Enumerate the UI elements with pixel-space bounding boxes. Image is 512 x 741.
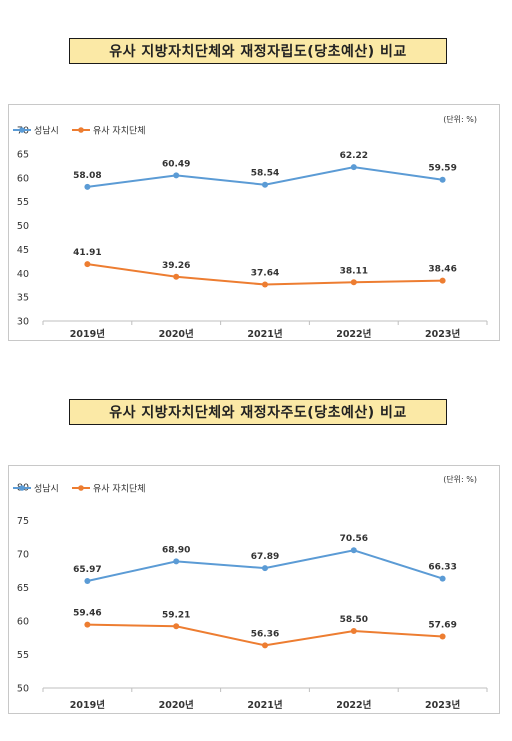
data-point (84, 578, 91, 585)
data-point (262, 181, 268, 188)
data-point (84, 183, 91, 190)
y-tick-label: 50 (17, 684, 29, 695)
data-point (262, 565, 268, 572)
y-tick-label: 45 (17, 245, 29, 256)
data-point (84, 261, 91, 268)
y-tick-label: 55 (17, 197, 29, 208)
x-tick-label: 2019년 (70, 328, 105, 340)
x-tick-label: 2022년 (336, 699, 371, 711)
data-point (262, 281, 268, 288)
y-tick-label: 70 (17, 550, 29, 561)
x-tick-label: 2019년 (70, 699, 105, 711)
y-tick-label: 55 (17, 650, 29, 661)
data-label: 59.46 (73, 609, 101, 619)
data-point (173, 623, 180, 630)
legend-swatch-marker (78, 127, 84, 133)
data-point (350, 279, 357, 286)
data-point (173, 273, 180, 280)
y-tick-label: 65 (17, 583, 29, 594)
x-tick-label: 2023년 (425, 699, 460, 711)
data-point (173, 558, 180, 565)
data-label: 58.08 (73, 171, 101, 181)
x-tick-label: 2022년 (336, 328, 371, 340)
data-label: 65.97 (73, 565, 101, 575)
data-label: 59.59 (428, 164, 456, 174)
x-tick-label: 2023년 (425, 328, 460, 340)
unit-label: (단위: %) (443, 474, 477, 484)
data-label: 41.91 (73, 248, 101, 258)
data-label: 39.26 (162, 261, 190, 271)
y-tick-label: 75 (17, 516, 29, 527)
chart-panel-self-reliance: (단위: %)3035404550556065702019년2020년2021년… (8, 104, 500, 341)
data-point (262, 642, 268, 649)
legend-label: 유사 자치단체 (93, 125, 146, 137)
x-tick-label: 2020년 (159, 328, 194, 340)
data-label: 56.36 (251, 629, 279, 639)
x-tick-label: 2021년 (247, 328, 282, 340)
data-point (350, 164, 357, 171)
x-tick-label: 2021년 (247, 699, 282, 711)
y-tick-label: 35 (17, 293, 29, 304)
data-label: 62.22 (340, 151, 368, 161)
y-tick-label: 60 (17, 617, 29, 628)
data-point (84, 621, 91, 628)
x-tick-label: 2020년 (159, 699, 194, 711)
data-label: 66.33 (428, 563, 456, 573)
data-label: 67.89 (251, 552, 279, 562)
chart-title: 유사 지방자치단체와 재정자립도(당초예산) 비교 (69, 38, 447, 64)
y-tick-label: 60 (17, 173, 29, 184)
data-label: 38.11 (340, 266, 368, 276)
line-chart-self-reliance: (단위: %)3035404550556065702019년2020년2021년… (13, 114, 488, 340)
data-point (439, 575, 446, 582)
data-label: 70.56 (340, 534, 368, 544)
legend-swatch-marker (78, 485, 84, 491)
legend-label: 성남시 (34, 126, 59, 137)
line-chart-autonomy: (단위: %)505560657075802019년2020년2021년2022… (13, 474, 488, 711)
data-label: 37.64 (251, 269, 279, 279)
legend-swatch-marker (19, 127, 25, 133)
unit-label: (단위: %) (443, 114, 477, 124)
chart-title: 유사 지방자치단체와 재정자주도(당초예산) 비교 (69, 399, 447, 425)
legend-swatch-marker (19, 485, 25, 491)
data-label: 59.21 (162, 610, 190, 620)
data-point (439, 277, 446, 284)
data-point (173, 172, 180, 179)
data-label: 58.50 (340, 615, 368, 625)
y-tick-label: 50 (17, 221, 29, 232)
data-label: 57.69 (428, 620, 456, 630)
legend-label: 성남시 (34, 484, 59, 495)
y-tick-label: 30 (17, 317, 29, 328)
data-point (439, 176, 446, 183)
data-point (439, 633, 446, 640)
legend-label: 유사 자치단체 (93, 483, 146, 495)
y-tick-label: 40 (17, 269, 29, 280)
data-label: 58.54 (251, 169, 279, 179)
data-label: 68.90 (162, 545, 190, 555)
chart-panel-autonomy: (단위: %)505560657075802019년2020년2021년2022… (8, 465, 500, 714)
data-point (350, 628, 357, 635)
data-label: 38.46 (428, 265, 456, 275)
data-label: 60.49 (162, 159, 190, 169)
y-tick-label: 65 (17, 149, 29, 160)
data-point (350, 547, 357, 554)
